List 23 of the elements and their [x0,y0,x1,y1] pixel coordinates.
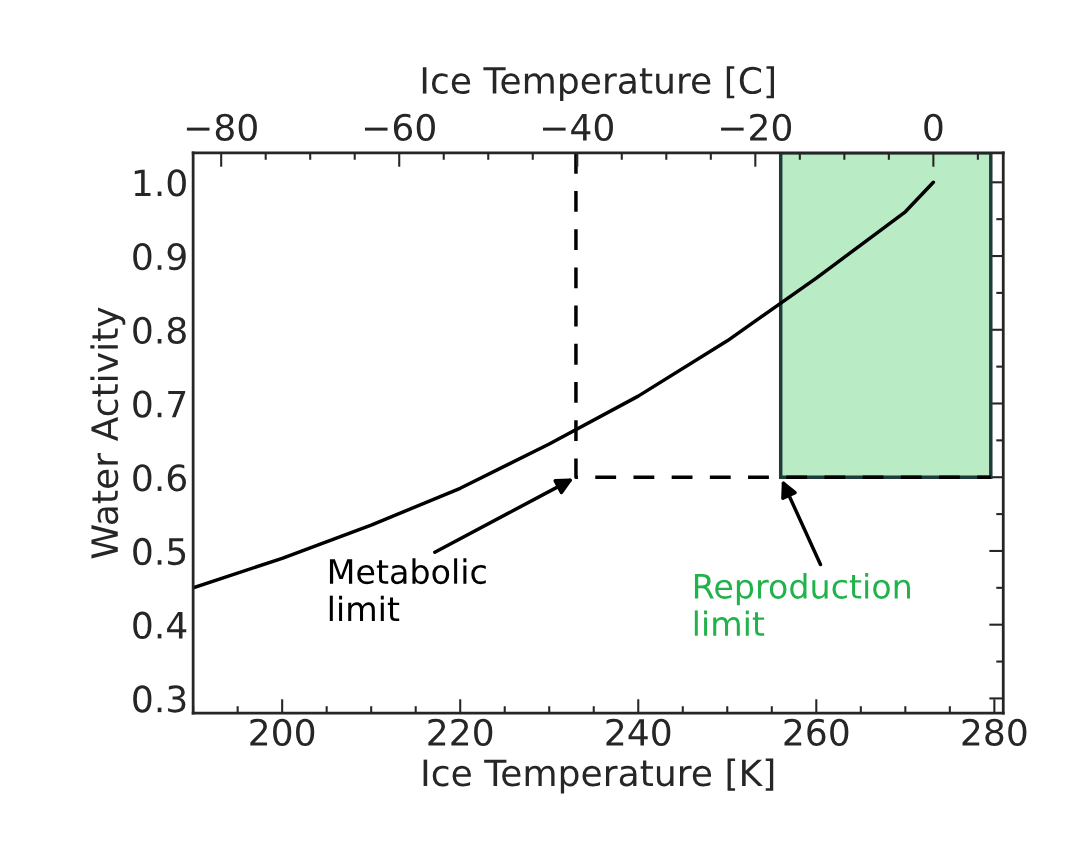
x-tick-label: 220 [428,718,493,746]
y-tick-label: 0.5 [133,537,186,566]
x2-tick-label: −20 [721,113,792,141]
x2-axis-title: Ice Temperature [C] [422,66,774,102]
y-axis-title: Water Activity [90,307,126,559]
x-tick-label: 260 [784,718,849,746]
x-tick-label: 280 [962,718,1027,746]
x-tick-label: 240 [606,718,671,746]
annotation: Reproduction limit [694,573,910,636]
x2-tick-label: −60 [364,113,435,141]
x-axis-title: Ice Temperature [K] [423,758,774,794]
y-tick-label: 0.7 [133,390,186,418]
x-tick-label: 200 [250,718,315,746]
y-tick-label: 0.3 [133,685,186,713]
y-tick-label: 1.0 [134,169,186,197]
y-tick-label: 0.9 [133,242,186,271]
x2-tick-label: −80 [186,113,257,141]
y-tick-label: 0.6 [133,464,187,492]
y-tick-label: 0.4 [133,611,187,639]
x2-tick-label: −40 [543,113,613,141]
annotation: Metabolic limit [329,558,486,621]
x2-tick-label: 0 [924,113,943,141]
y-tick-label: 0.8 [133,316,186,344]
